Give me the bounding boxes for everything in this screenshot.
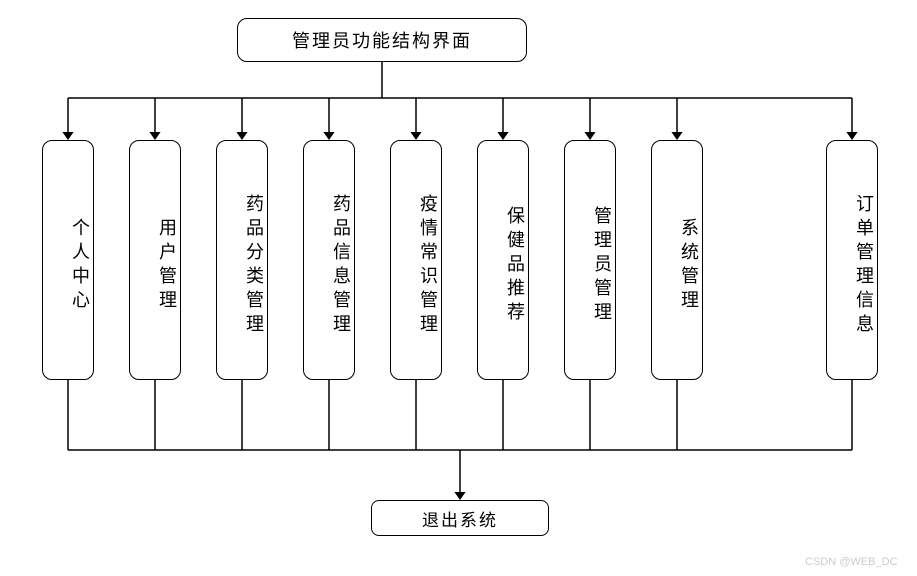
child-label: 药品分类管理 (241, 194, 267, 338)
child-node: 个人中心 (42, 140, 94, 380)
child-label: 订单管理信息 (851, 194, 877, 338)
child-label: 药品信息管理 (328, 194, 354, 338)
child-label: 个人中心 (67, 218, 93, 314)
child-node: 系统管理 (651, 140, 703, 380)
exit-node: 退出系统 (371, 500, 549, 536)
diagram-canvas: 管理员功能结构界面 个人中心 用户管理 药品分类管理 药品信息管理 疫情常识管理 保健品推… (0, 0, 917, 576)
child-node: 保健品推荐 (477, 140, 529, 380)
child-node: 药品分类管理 (216, 140, 268, 380)
child-label: 系统管理 (676, 218, 702, 314)
child-label: 疫情常识管理 (415, 194, 441, 338)
child-node: 用户管理 (129, 140, 181, 380)
child-node: 疫情常识管理 (390, 140, 442, 380)
child-label: 管理员管理 (589, 206, 615, 326)
child-node: 订单管理信息 (826, 140, 878, 380)
root-node: 管理员功能结构界面 (237, 18, 527, 62)
child-node: 管理员管理 (564, 140, 616, 380)
child-node: 药品信息管理 (303, 140, 355, 380)
watermark-text: CSDN @WEB_DC (805, 556, 897, 568)
exit-label: 退出系统 (422, 506, 498, 531)
watermark: CSDN @WEB_DC (805, 556, 897, 568)
child-label: 用户管理 (154, 218, 180, 314)
child-label: 保健品推荐 (502, 206, 528, 326)
root-label: 管理员功能结构界面 (292, 27, 472, 53)
